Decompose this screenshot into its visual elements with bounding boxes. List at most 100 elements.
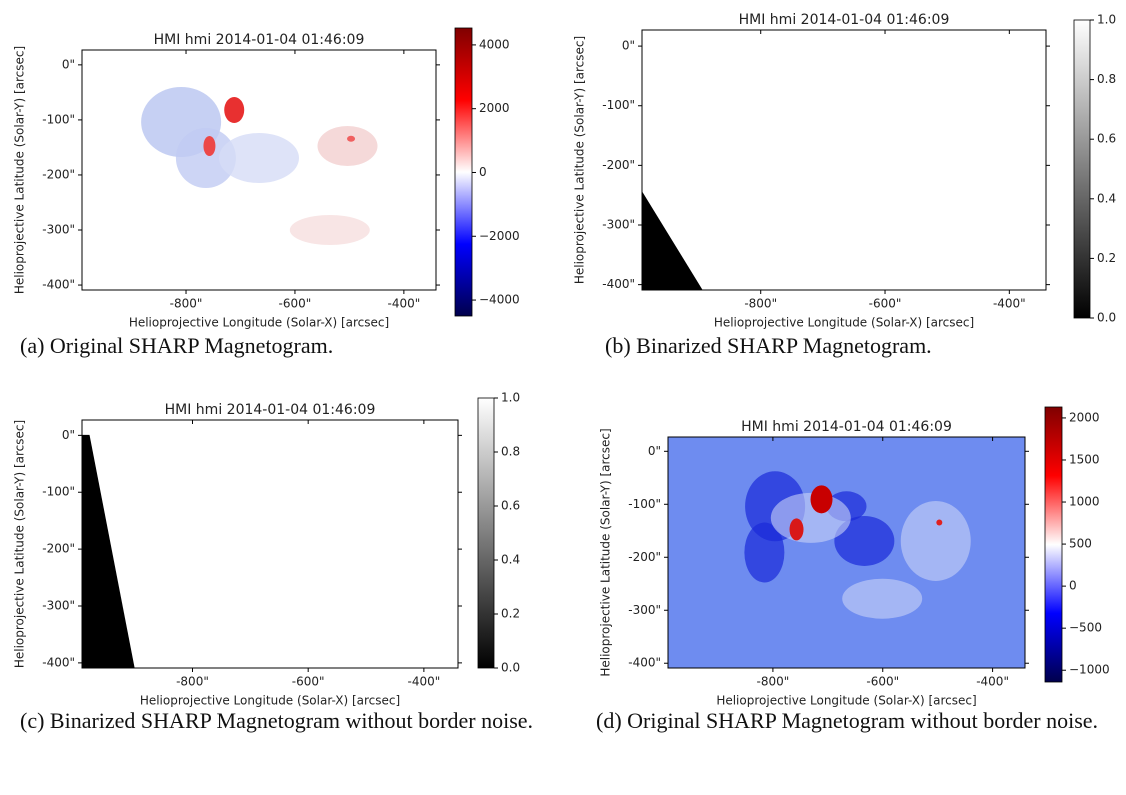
- y-tick-label: -200": [628, 550, 661, 564]
- caption: (c) Binarized SHARP Magnetogram without …: [20, 708, 534, 733]
- y-tick-label: -100": [628, 497, 661, 511]
- colorbar-tick-label: 0: [1069, 579, 1077, 593]
- y-tick-label: -400": [42, 655, 75, 669]
- image-feature: [789, 518, 804, 541]
- image-feature: [900, 500, 971, 581]
- x-tick-label: -400": [993, 297, 1026, 311]
- chart-title: HMI hmi 2014-01-04 01:46:09: [741, 419, 952, 435]
- y-tick-label: -200": [42, 167, 75, 181]
- colorbar-tick-label: 2000: [479, 101, 510, 115]
- chart-title: HMI hmi 2014-01-04 01:46:09: [165, 402, 376, 418]
- image-feature: [175, 128, 236, 188]
- colorbar-tick-label: 0.4: [1097, 191, 1116, 205]
- y-axis-label: Helioprojective Latitude (Solar-Y) [arcs…: [13, 420, 27, 668]
- colorbar-tick-label: 0.8: [501, 445, 520, 459]
- image-feature: [810, 485, 833, 514]
- image-feature: [842, 578, 923, 619]
- colorbar-tick-label: 0.6: [501, 499, 520, 513]
- axes-frame: [81, 49, 437, 291]
- x-tick-label: -600": [869, 297, 902, 311]
- colorbar: [1073, 19, 1091, 319]
- chart-title: HMI hmi 2014-01-04 01:46:09: [154, 32, 365, 48]
- colorbar-tick-label: 2000: [1069, 410, 1100, 424]
- y-tick-label: 0": [622, 39, 635, 53]
- colorbar-tick-label: 500: [1069, 537, 1092, 551]
- x-tick-label: -800": [757, 675, 790, 689]
- colorbar: [1044, 406, 1063, 683]
- image-feature: [224, 97, 245, 123]
- panel: HMI hmi 2014-01-04 01:46:09 Helioprojecti…: [573, 12, 1117, 330]
- x-tick-label: -800": [176, 675, 209, 689]
- x-tick-label: -600": [866, 675, 899, 689]
- colorbar-tick-label: 1.0: [501, 391, 520, 405]
- image-feature: [219, 133, 299, 183]
- y-tick-label: -300": [628, 603, 661, 617]
- image-region: [642, 191, 703, 290]
- colorbar-tick-label: −4000: [479, 293, 520, 307]
- x-tick-label: -600": [292, 675, 325, 689]
- x-axis-label: Helioprojective Longitude (Solar-X) [arc…: [140, 694, 400, 708]
- image-feature: [289, 215, 370, 245]
- y-tick-label: -400": [42, 278, 75, 292]
- panel: HMI hmi 2014-01-04 01:46:09 Helioprojecti…: [599, 406, 1110, 708]
- image-feature: [834, 515, 895, 566]
- axes-frame: [667, 436, 1026, 669]
- y-tick-label: -200": [602, 158, 635, 172]
- image-feature: [744, 522, 785, 583]
- y-tick-label: -100": [602, 98, 635, 112]
- colorbar-tick-label: 0.0: [501, 661, 520, 675]
- y-tick-label: 0": [62, 428, 75, 442]
- image-feature: [317, 126, 378, 166]
- image-feature: [936, 519, 943, 526]
- x-tick-label: -800": [170, 297, 203, 311]
- colorbar-tick-label: 1.0: [1097, 13, 1116, 27]
- caption: (a) Original SHARP Magnetogram.: [20, 333, 334, 358]
- image-area: [82, 420, 458, 668]
- image-feature: [347, 135, 356, 142]
- y-axis-label: Helioprojective Latitude (Solar-Y) [arcs…: [573, 36, 587, 284]
- colorbar-tick-label: 0.4: [501, 553, 520, 567]
- axes-frame: [641, 29, 1047, 291]
- caption: (b) Binarized SHARP Magnetogram.: [605, 333, 932, 358]
- y-tick-label: 0": [648, 444, 661, 458]
- colorbar-tick-label: −500: [1069, 621, 1102, 635]
- colorbar: [477, 397, 495, 669]
- y-tick-label: -200": [42, 542, 75, 556]
- colorbar-tick-label: 1000: [1069, 495, 1100, 509]
- y-tick-label: -300": [42, 599, 75, 613]
- x-tick-label: -400": [976, 675, 1009, 689]
- x-tick-label: -400": [407, 675, 440, 689]
- x-tick-label: -600": [279, 297, 312, 311]
- y-axis-label: Helioprojective Latitude (Solar-Y) [arcs…: [599, 428, 613, 676]
- chart-title: HMI hmi 2014-01-04 01:46:09: [739, 12, 950, 28]
- colorbar-tick-label: 0: [479, 165, 487, 179]
- y-axis-label: Helioprojective Latitude (Solar-Y) [arcs…: [13, 46, 27, 294]
- image-area: [642, 30, 1046, 290]
- image-feature: [203, 136, 216, 156]
- x-axis-label: Helioprojective Longitude (Solar-X) [arc…: [716, 694, 976, 708]
- colorbar-tick-label: 0.2: [1097, 251, 1116, 265]
- y-tick-label: -100": [42, 485, 75, 499]
- x-axis-label: Helioprojective Longitude (Solar-X) [arc…: [714, 316, 974, 330]
- y-tick-label: -100": [42, 112, 75, 126]
- x-tick-label: -400": [387, 297, 420, 311]
- y-tick-label: -300": [602, 218, 635, 232]
- colorbar-tick-label: −1000: [1069, 663, 1110, 677]
- colorbar-tick-label: 0.0: [1097, 311, 1116, 325]
- image-region: [82, 434, 135, 668]
- colorbar-tick-label: 4000: [479, 37, 510, 51]
- axes-frame: [81, 419, 459, 669]
- colorbar-tick-label: −2000: [479, 229, 520, 243]
- y-tick-label: -300": [42, 223, 75, 237]
- panel: HMI hmi 2014-01-04 01:46:09 Helioprojecti…: [13, 391, 521, 708]
- colorbar-tick-label: 0.8: [1097, 72, 1116, 86]
- colorbar-tick-label: 0.6: [1097, 132, 1116, 146]
- y-tick-label: -400": [628, 656, 661, 670]
- y-tick-label: -400": [602, 277, 635, 291]
- panel: HMI hmi 2014-01-04 01:46:09 Helioprojecti…: [13, 27, 520, 330]
- y-tick-label: 0": [62, 57, 75, 71]
- colorbar-tick-label: 0.2: [501, 607, 520, 621]
- x-axis-label: Helioprojective Longitude (Solar-X) [arc…: [129, 316, 389, 330]
